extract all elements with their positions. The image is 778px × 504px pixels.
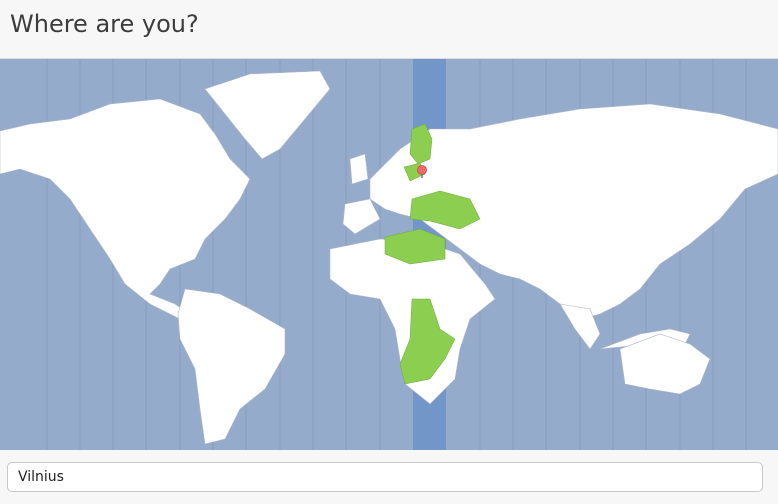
balkans-turkey: [409, 190, 481, 230]
timezone-map[interactable]: [0, 59, 778, 450]
finland: [409, 123, 433, 165]
australia: [619, 333, 711, 395]
britain: [349, 153, 369, 185]
location-input-value: Vilnius: [18, 469, 64, 485]
east-southern-africa: [399, 298, 456, 385]
highlighted-countries: [384, 123, 481, 385]
continents: [0, 70, 778, 445]
page-title: Where are you?: [10, 10, 199, 38]
footer: Vilnius: [0, 450, 778, 504]
greenland: [204, 70, 331, 160]
north-america: [0, 98, 251, 320]
libya-egypt: [384, 228, 446, 265]
iberia: [342, 198, 381, 235]
page-header: Where are you?: [0, 0, 778, 59]
location-pin-icon[interactable]: [417, 165, 427, 179]
europe-asia: [369, 103, 778, 320]
location-input[interactable]: Vilnius: [7, 462, 763, 492]
south-america: [177, 288, 286, 445]
world-map[interactable]: [0, 59, 778, 450]
